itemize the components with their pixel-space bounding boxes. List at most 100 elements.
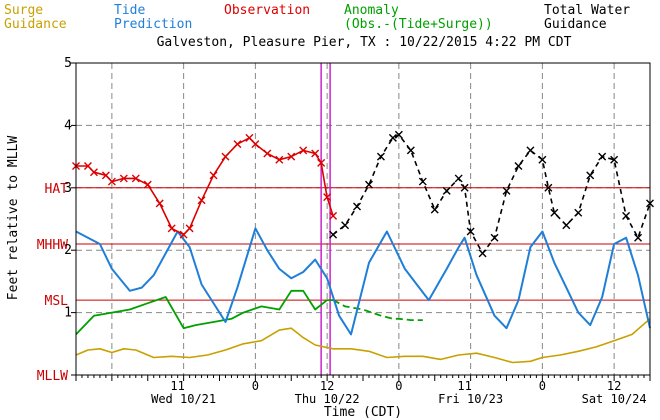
datum-lines: HAT MHHW MSL MLLW: [37, 182, 650, 384]
observation-point: [329, 211, 338, 220]
observation-point: [323, 193, 332, 202]
x-axis-label: Time (CDT): [324, 405, 402, 420]
total-water-guidance-point: [598, 152, 607, 161]
datum-label-msl: MSL: [45, 294, 69, 309]
y-tick-label: 2: [64, 243, 72, 258]
total-water-guidance-point: [454, 174, 463, 183]
surge-guidance-line: [75, 318, 651, 364]
total-water-guidance-point: [353, 202, 362, 211]
observation-point: [263, 149, 272, 158]
observation-point: [83, 161, 92, 170]
x-tick-label: 11: [170, 379, 184, 393]
x-tick-label: 0: [395, 379, 402, 393]
observation-point: [287, 152, 296, 161]
total-water-guidance-point: [574, 208, 583, 217]
total-water-guidance-point: [394, 130, 403, 139]
datum-label-hat: HAT: [45, 182, 69, 197]
anomaly-forecast-line: [332, 299, 423, 321]
vertical-markers: [320, 63, 331, 375]
total-water-guidance-point: [376, 152, 385, 161]
observation-point: [221, 152, 230, 161]
total-water-guidance-point: [442, 186, 451, 195]
series: [72, 130, 654, 364]
observation-point: [101, 171, 110, 180]
legend-observation-line1: Observation: [224, 3, 310, 18]
legend: Surge Guidance Tide Prediction Observati…: [4, 3, 630, 32]
y-tick-label: 4: [64, 118, 72, 133]
total-water-guidance-point: [364, 180, 373, 189]
observation-point: [317, 158, 326, 167]
total-water-guidance-point: [526, 146, 535, 155]
legend-total-line2: Guidance: [544, 17, 607, 32]
observation-point: [275, 155, 284, 164]
observation-point: [251, 140, 260, 149]
x-tick-label: 12: [607, 379, 621, 393]
x-tick-label: 0: [252, 379, 259, 393]
x-tick-label: 0: [539, 379, 546, 393]
total-water-guidance-point: [562, 221, 571, 230]
anomaly-line: [75, 289, 334, 336]
y-tick-label: 3: [64, 181, 72, 196]
x-day-label: Thu 10/22: [295, 392, 360, 406]
total-water-guidance-point: [341, 221, 350, 230]
x-day-label: Wed 10/21: [151, 392, 216, 406]
total-water-guidance-point: [502, 186, 511, 195]
total-water-guidance-point: [586, 171, 595, 180]
total-water-guidance-point: [490, 233, 499, 242]
total-water-guidance-point: [430, 205, 439, 214]
observation-point: [185, 224, 194, 233]
total-water-guidance-point: [634, 233, 643, 242]
total-water-guidance-point: [406, 146, 415, 155]
chart-title: Galveston, Pleasure Pier, TX : 10/22/201…: [157, 35, 572, 50]
datum-label-mhhw: MHHW: [37, 238, 68, 253]
total-water-guidance-point: [544, 183, 553, 192]
total-water-guidance-point: [466, 227, 475, 236]
legend-tide-line1: Tide: [114, 3, 145, 18]
total-water-guidance-point: [610, 155, 619, 164]
total-water-guidance-point: [418, 177, 427, 186]
legend-anomaly-line1: Anomaly: [344, 3, 399, 18]
total-water-guidance-point: [478, 249, 487, 258]
observation-point: [89, 168, 98, 177]
total-water-guidance-point: [460, 183, 469, 192]
total-water-guidance-point: [329, 230, 338, 239]
y-axis-label: Feet relative to MLLW: [6, 136, 21, 301]
tide-prediction-line: [75, 227, 651, 336]
total-water-guidance-point: [388, 133, 397, 142]
x-day-label: Sat 10/24: [582, 392, 647, 406]
observation-point: [299, 146, 308, 155]
observation-point: [167, 224, 176, 233]
observation-point: [179, 230, 188, 239]
y-tick-label: 5: [64, 56, 72, 71]
y-tick-label: 1: [64, 306, 72, 321]
plot-frame: [75, 62, 651, 376]
total-water-guidance-point: [538, 155, 547, 164]
observation-point: [311, 149, 320, 158]
x-day-label: Fri 10/23: [438, 392, 503, 406]
datum-label-mllw: MLLW: [37, 369, 68, 384]
legend-surge-line1: Surge: [4, 3, 43, 18]
grid: [76, 63, 650, 375]
observation-point: [197, 196, 206, 205]
observation-point: [143, 180, 152, 189]
observation-point: [233, 140, 242, 149]
total-water-guidance-point: [514, 161, 523, 170]
observation-point: [131, 174, 140, 183]
observation-point: [119, 174, 128, 183]
total-water-guidance-line: [332, 134, 651, 255]
total-water-guidance-point: [550, 208, 559, 217]
observation-point: [107, 177, 116, 186]
total-water-guidance-point: [622, 211, 631, 220]
legend-surge-line2: Guidance: [4, 17, 67, 32]
x-tick-label: 12: [320, 379, 334, 393]
legend-tide-line2: Prediction: [114, 17, 192, 32]
observation-point: [245, 133, 254, 142]
observation-point: [155, 199, 164, 208]
legend-total-line1: Total Water: [544, 3, 630, 18]
observation-line: [76, 137, 334, 236]
observation-point: [209, 171, 218, 180]
legend-anomaly-line2: (Obs.-(Tide+Surge)): [344, 17, 493, 32]
x-tick-label: 11: [457, 379, 471, 393]
